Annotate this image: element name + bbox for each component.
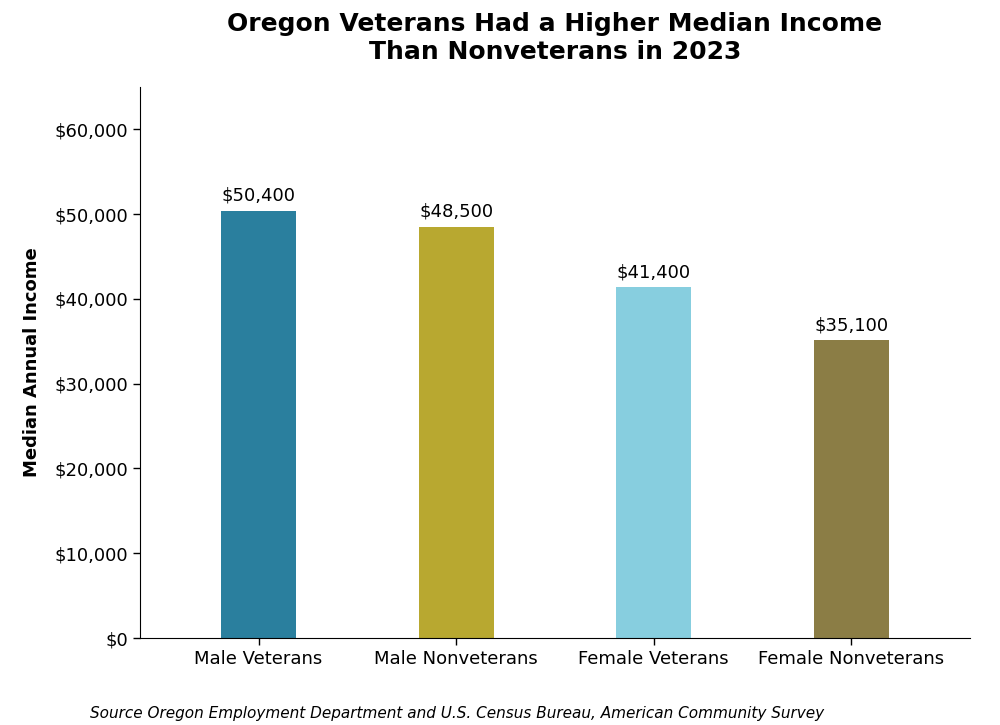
Text: Source Oregon Employment Department and U.S. Census Bureau, American Community S: Source Oregon Employment Department and … (90, 705, 824, 721)
Bar (814, 341, 889, 638)
Title: Oregon Veterans Had a Higher Median Income
Than Nonveterans in 2023: Oregon Veterans Had a Higher Median Inco… (227, 12, 883, 65)
Bar (419, 227, 494, 638)
Text: $48,500: $48,500 (419, 203, 493, 221)
Bar (616, 287, 691, 638)
Text: $50,400: $50,400 (222, 187, 296, 205)
Text: $35,100: $35,100 (814, 317, 888, 334)
Y-axis label: Median Annual Income: Median Annual Income (23, 248, 41, 477)
Bar (221, 211, 296, 638)
Text: $41,400: $41,400 (617, 263, 691, 281)
